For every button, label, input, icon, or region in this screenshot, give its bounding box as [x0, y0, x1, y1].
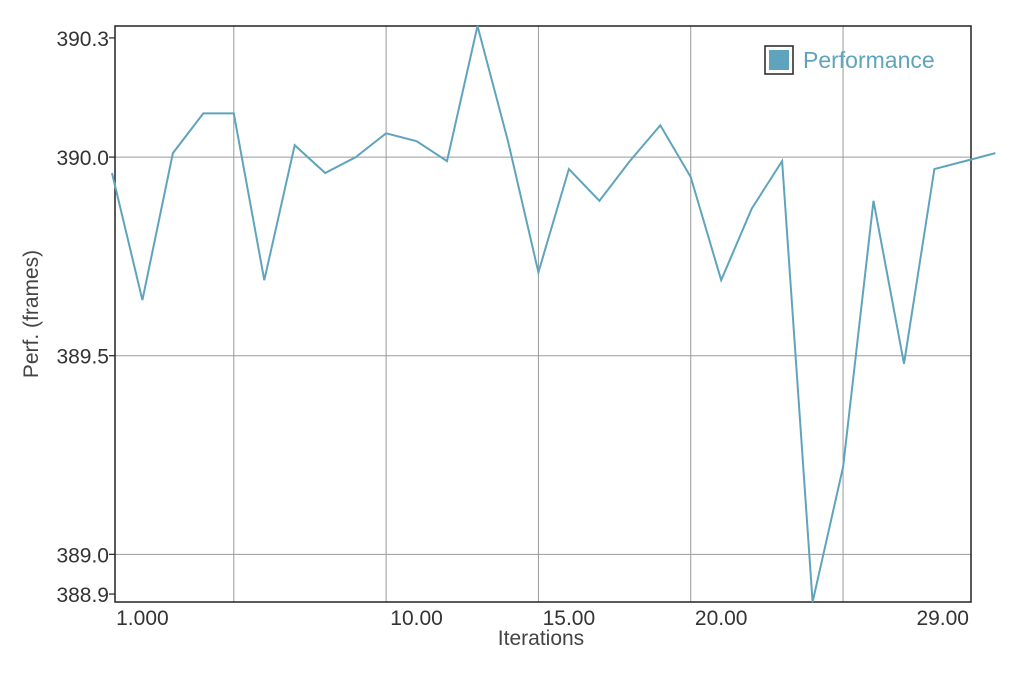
series-layer — [111, 25, 996, 603]
x-tick-label: 29.00 — [916, 607, 969, 630]
y-tick-label: 388.9 — [56, 584, 109, 607]
legend: Performance — [764, 45, 935, 75]
x-tick-label: 10.00 — [390, 607, 443, 630]
legend-label: Performance — [803, 47, 935, 73]
x-tick-label: 1.000 — [116, 607, 169, 630]
x-axis-ticks: 1.000 10.00 15.00 20.00 29.00 — [116, 607, 969, 630]
legend-swatch — [769, 50, 789, 70]
x-tick-label: 20.00 — [695, 607, 748, 630]
series-line-performance — [111, 25, 996, 603]
y-tick-label: 390.0 — [56, 147, 109, 170]
y-tick-label: 389.5 — [56, 346, 109, 369]
x-tick-label: 15.00 — [543, 607, 596, 630]
grid — [115, 26, 971, 602]
y-tick-label: 389.0 — [56, 544, 109, 567]
plot-frame — [114, 25, 972, 603]
y-tick-label: 390.3 — [56, 28, 109, 51]
y-axis-ticks: 388.9 389.0 389.5 390.0 390.3 — [56, 28, 115, 607]
x-axis-title: Iterations — [498, 627, 584, 650]
y-axis-title: Perf. (frames) — [20, 250, 43, 378]
